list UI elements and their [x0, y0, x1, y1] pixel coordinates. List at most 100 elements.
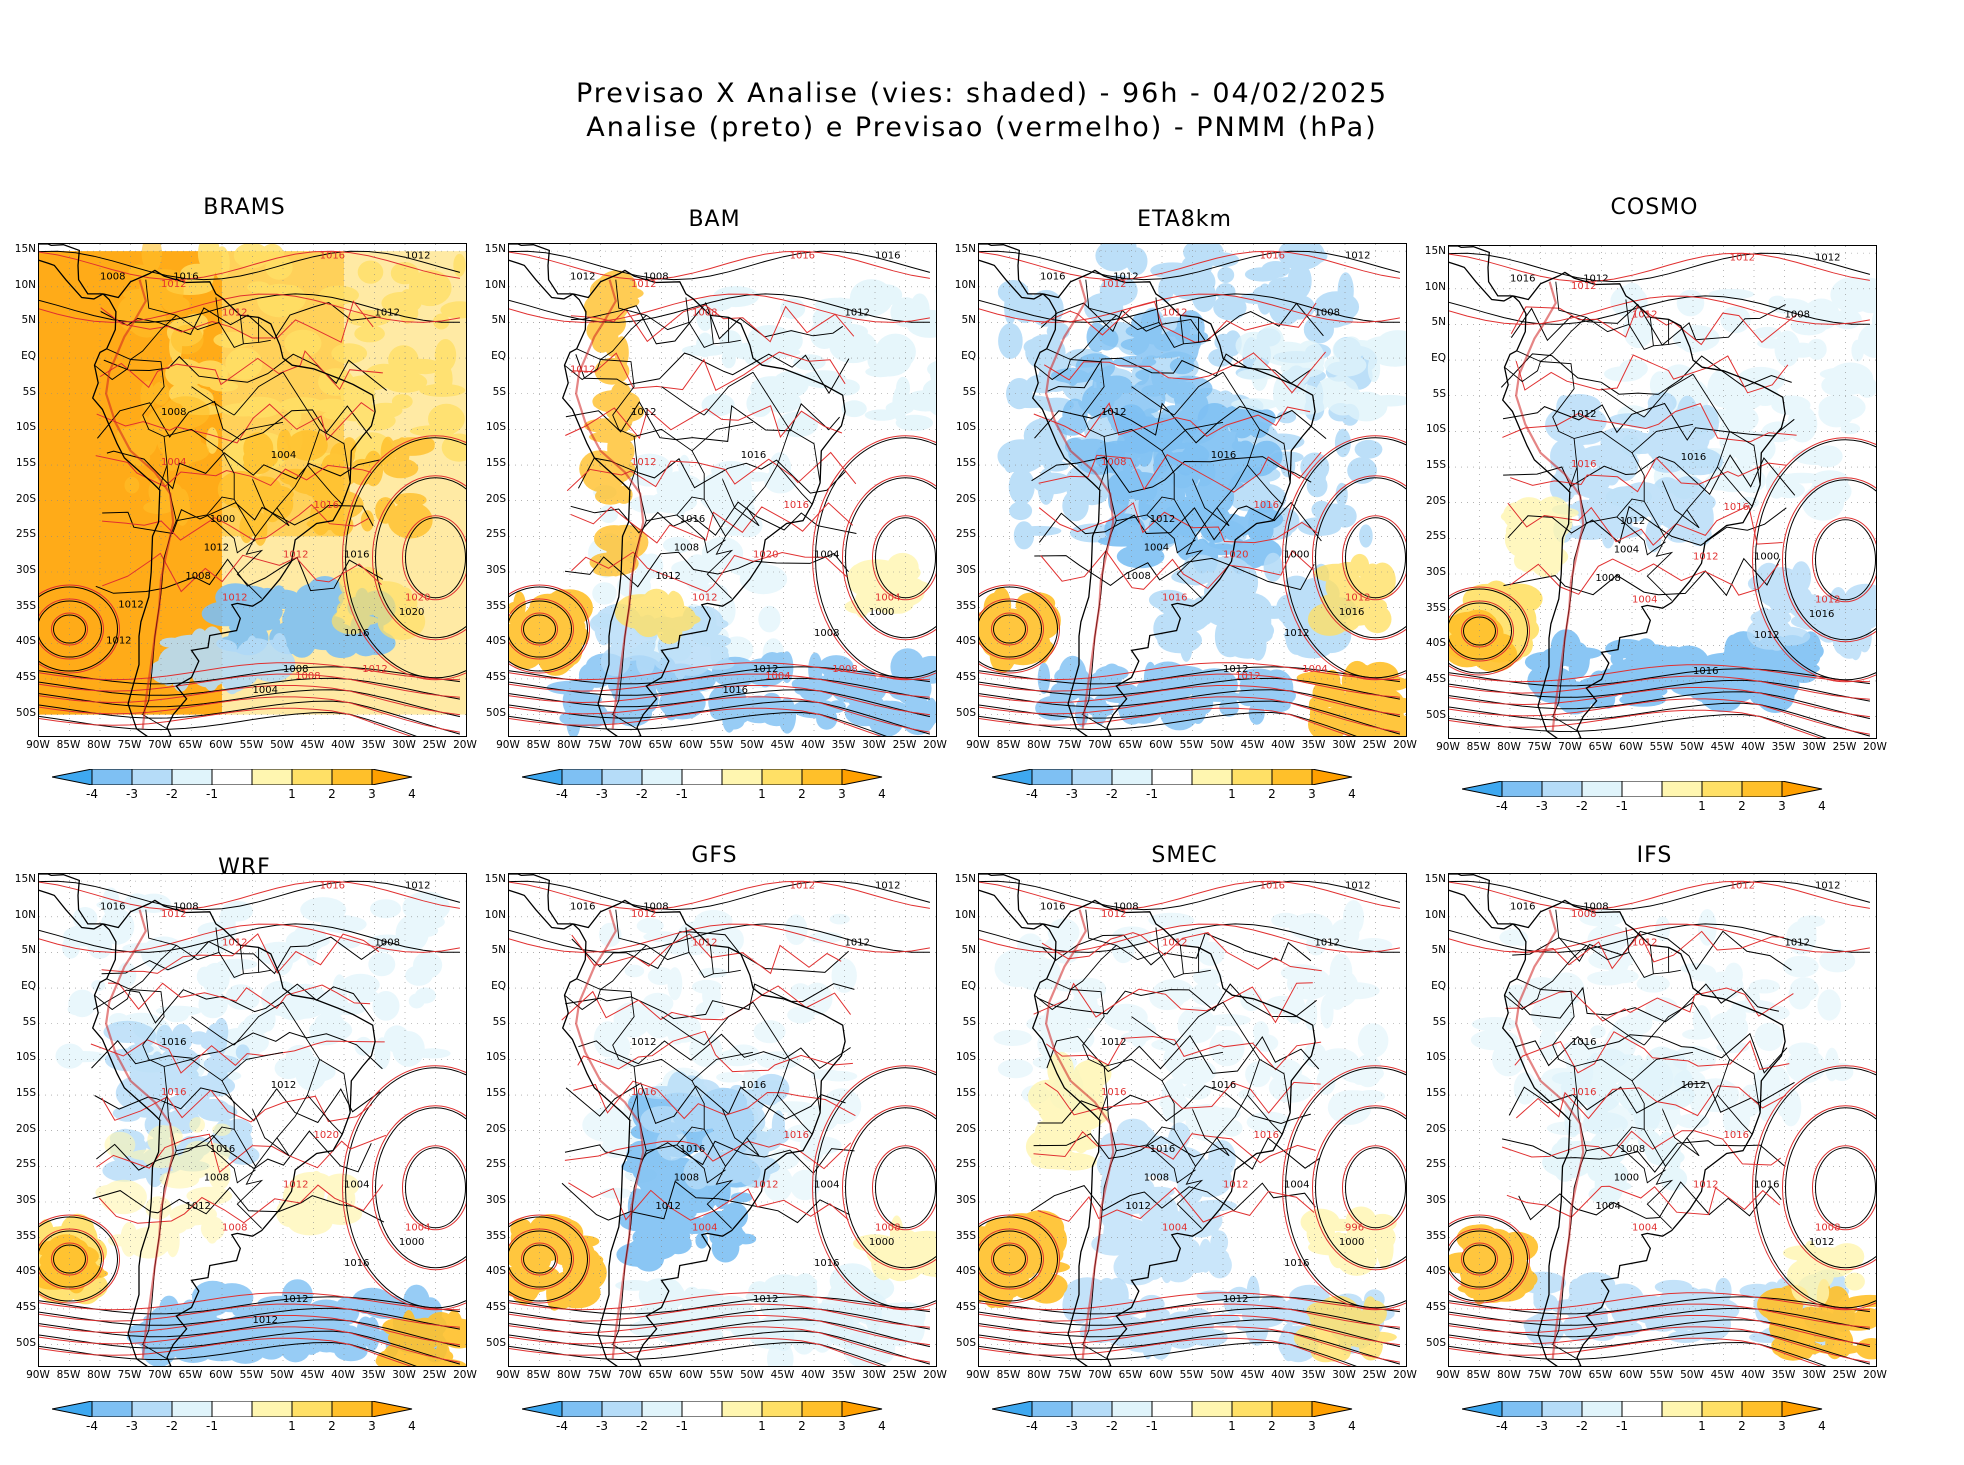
lat-tick-label: 10N [954, 278, 976, 291]
lon-tick-label: 25W [892, 1369, 917, 1381]
contour-label: 1012 [271, 1080, 296, 1091]
contour-label: 1016 [784, 1130, 809, 1141]
contour-label: 1008 [875, 1223, 900, 1234]
lon-tick-label: 85W [996, 739, 1021, 751]
forecast-isobars [1449, 880, 1876, 1366]
lon-tick-label: 85W [996, 1369, 1021, 1381]
colorbar-tick-label: 2 [1738, 799, 1746, 813]
lon-tick-label: 45W [770, 1369, 795, 1381]
colorbar-tick-label: 4 [408, 1419, 416, 1433]
andes-contours [1514, 281, 1585, 732]
colorbar-tick-label: -4 [1026, 1419, 1038, 1433]
grid-lines [509, 244, 936, 736]
contour-label: 1012 [631, 279, 656, 290]
lon-tick-label: 55W [1649, 1369, 1674, 1381]
contour-label: 1008 [643, 902, 668, 913]
lon-tick-label: 25W [1832, 741, 1857, 753]
contour-label: 1016 [320, 880, 345, 891]
lon-tick-label: 30W [1332, 739, 1356, 751]
lat-tick-label: 10N [484, 278, 506, 291]
colorbar-tick-label: 2 [1268, 787, 1276, 801]
contour-label: 1004 [1302, 664, 1327, 675]
lat-tick-label: 30S [15, 564, 36, 576]
lon-tick-label: 85W [526, 739, 551, 751]
contour-label: 1012 [1632, 309, 1657, 320]
contour-label: 1012 [570, 364, 595, 375]
lon-tick-label: 40W [801, 739, 825, 751]
colorbar-tick-label: 3 [838, 787, 846, 801]
lon-tick-label: 90W [26, 1369, 50, 1381]
lat-tick-label: 35S [955, 1229, 976, 1242]
colorbar-tick-label: 4 [878, 787, 886, 801]
colorbar-tick-label: -4 [86, 1419, 98, 1433]
lon-tick-label: 60W [209, 739, 233, 751]
map-plot: 1016 1012 1008 1012 1012 1016 1016 1012 1008 1004… [508, 873, 937, 1367]
lon-tick-label: 60W [679, 739, 703, 751]
lon-tick-label: 50W [740, 1369, 764, 1381]
lon-tick-label: 45W [1710, 1369, 1735, 1381]
lon-tick-label: 75W [1527, 1369, 1552, 1381]
contour-label: 1012 [185, 1201, 210, 1212]
lat-tick-label: 10N [1424, 908, 1446, 921]
contour-label: 1012 [1632, 937, 1657, 948]
lat-tick-label: 40S [1425, 1265, 1446, 1278]
contour-label: 1008 [674, 543, 699, 554]
lat-tick-label: 10S [1425, 1051, 1446, 1064]
lat-tick-label: 20S [1425, 494, 1446, 507]
lon-tick-label: 90W [496, 739, 520, 751]
lon-tick-label: 55W [709, 1369, 734, 1381]
bias-shading [509, 1214, 607, 1311]
colorbar-tick-label: 4 [1348, 1419, 1356, 1433]
contour-label: 1012 [1583, 274, 1608, 285]
map-plot: 1012 1016 1008 1012 1012 1016 1016 1012 1008 1004… [508, 243, 937, 737]
contour-label: 1016 [1284, 1258, 1309, 1269]
analysis-isobars [1449, 880, 1876, 1366]
lat-tick-label: 40S [15, 1265, 36, 1278]
bias-shading [546, 648, 936, 736]
colorbar-svg [51, 1400, 413, 1418]
colorbar-tick-label: -1 [206, 787, 218, 801]
lon-tick-label: 40W [331, 1369, 355, 1381]
contour-label: 1004 [1614, 545, 1639, 556]
lat-tick-label: 35S [485, 599, 506, 612]
contour-label: 1012 [1150, 514, 1175, 525]
contour-label: 1008 [173, 902, 198, 913]
lat-tick-label: 10S [955, 421, 976, 434]
contour-label: 1016 [1571, 459, 1596, 470]
coastline [979, 874, 1316, 1366]
map-plot: 1016 1012 1012 1008 1012 1016 1012 1008 1004 1000… [978, 243, 1407, 737]
contour-label: 1004 [405, 1223, 430, 1234]
contour-label: 1008 [222, 1223, 247, 1234]
contour-label: 1012 [1284, 628, 1309, 639]
lat-tick-label: EQ [491, 980, 506, 993]
coastline [509, 244, 846, 736]
contour-label: 1008 [283, 664, 308, 675]
lat-tick-label: 5S [1432, 387, 1446, 400]
lon-tick-label: 50W [1210, 739, 1234, 751]
contour-label: 1004 [253, 685, 278, 696]
contour-label: 1012 [753, 1180, 778, 1191]
contour-label: 1016 [210, 1144, 235, 1155]
contour-label: 1012 [1315, 937, 1340, 948]
lon-tick-label: 75W [117, 1369, 142, 1381]
lon-tick-label: 30W [1802, 1369, 1826, 1381]
map-svg: 1016 1012 1008 1012 1016 1012 1008 1004 1000 1016… [1449, 874, 1876, 1366]
panel-title: SMEC [1151, 843, 1218, 868]
lon-tick-label: 55W [239, 1369, 264, 1381]
colorbar-svg [521, 768, 883, 786]
contour-label: 1008 [375, 937, 400, 948]
contour-label: 1012 [1815, 595, 1840, 606]
lon-tick-label: 80W [1497, 1369, 1521, 1381]
contour-label: 1012 [655, 571, 680, 582]
lon-tick-label: 90W [496, 1369, 520, 1381]
map-svg: 1016101210081012101210161016101210081004… [979, 874, 1406, 1366]
lat-tick-label: 35S [955, 599, 976, 612]
colorbar-tick-label: 4 [1818, 1419, 1826, 1433]
lon-tick-label: 85W [1466, 1369, 1491, 1381]
coastline [1449, 246, 1786, 738]
contour-label: 1000 [869, 1237, 894, 1248]
colorbar-tick-label: -2 [636, 787, 648, 801]
lon-tick-label: 30W [1332, 1369, 1356, 1381]
lat-tick-label: 20S [485, 1122, 506, 1135]
contour-label: 1004 [1162, 1223, 1187, 1234]
